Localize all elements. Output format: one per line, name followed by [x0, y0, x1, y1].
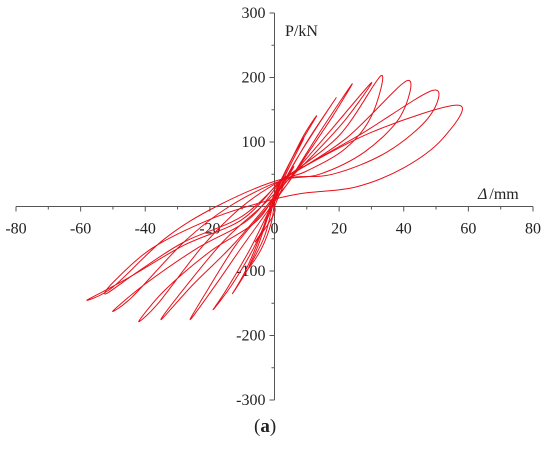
hysteresis-loop-9	[86, 89, 440, 301]
hysteresis-loop-8	[112, 80, 412, 312]
hysteresis-loop-4	[212, 97, 337, 311]
y-tick-label: -200	[236, 328, 265, 345]
caption-letter: a	[260, 416, 270, 437]
x-tick-label: 0	[271, 221, 279, 238]
x-tick-label: 80	[525, 221, 541, 238]
x-axis-symbol: Δ	[477, 186, 487, 203]
x-tick-label: -40	[135, 221, 156, 238]
y-tick-label: 300	[242, 5, 266, 22]
y-tick-label: 100	[242, 134, 266, 151]
x-tick-label: 40	[396, 221, 412, 238]
y-tick-label: -300	[236, 392, 265, 409]
y-axis-label: P/kN	[285, 23, 318, 40]
hysteresis-loop-7	[138, 75, 384, 323]
y-tick-label: 200	[242, 70, 266, 87]
x-tick-label: -80	[5, 221, 26, 238]
hysteresis-loop-10	[104, 104, 463, 295]
caption-close-paren: )	[270, 416, 276, 437]
hysteresis-curves	[86, 75, 463, 323]
x-axis-label: Δ/mm	[477, 186, 519, 203]
caption-open-paren: (	[254, 416, 260, 437]
figure-caption: (a)	[254, 416, 276, 437]
axes: -80 -60 -40 -20 0 20 40 60 80-300-200-1001002003…	[5, 5, 541, 409]
labels: P/kN Δ/mm (a)	[254, 23, 519, 437]
x-axis-unit: /mm	[489, 186, 519, 203]
x-tick-label: 60	[460, 221, 476, 238]
x-tick-label: 20	[331, 221, 347, 238]
x-tick-label: -60	[70, 221, 91, 238]
